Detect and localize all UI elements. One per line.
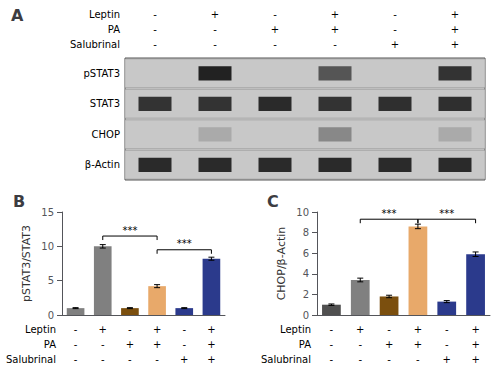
svg-text:+: + xyxy=(211,9,219,20)
svg-text:+: + xyxy=(331,9,339,20)
svg-text:B: B xyxy=(13,192,25,211)
svg-text:-: - xyxy=(358,339,362,350)
svg-text:+: + xyxy=(414,339,422,350)
svg-text:2: 2 xyxy=(303,289,309,300)
svg-text:-: - xyxy=(155,354,159,365)
svg-text:PA: PA xyxy=(108,24,120,35)
svg-text:-: - xyxy=(128,354,132,365)
svg-text:-: - xyxy=(393,24,397,35)
svg-text:10: 10 xyxy=(296,207,309,218)
svg-text:pSTAT3/STAT3: pSTAT3/STAT3 xyxy=(20,225,33,302)
svg-text:***: *** xyxy=(177,238,192,249)
svg-text:+: + xyxy=(471,324,479,335)
svg-text:PA: PA xyxy=(44,339,56,350)
svg-text:-: - xyxy=(153,24,157,35)
svg-text:-: - xyxy=(182,339,186,350)
svg-text:10: 10 xyxy=(41,241,54,252)
svg-text:0: 0 xyxy=(303,310,309,321)
svg-text:Salubrinal: Salubrinal xyxy=(6,354,56,365)
svg-text:4: 4 xyxy=(303,268,309,279)
svg-text:5: 5 xyxy=(48,275,54,286)
svg-text:CHOP: CHOP xyxy=(92,129,120,140)
svg-text:-: - xyxy=(153,39,157,50)
svg-text:+: + xyxy=(153,324,161,335)
svg-text:***: *** xyxy=(122,225,137,236)
svg-text:-: - xyxy=(393,9,397,20)
svg-text:-: - xyxy=(128,324,132,335)
svg-text:-: - xyxy=(182,324,186,335)
svg-text:-: - xyxy=(213,39,217,50)
svg-text:+: + xyxy=(385,339,393,350)
svg-text:-: - xyxy=(74,324,78,335)
svg-text:Leptin: Leptin xyxy=(280,324,311,335)
svg-text:+: + xyxy=(331,24,339,35)
svg-text:+: + xyxy=(471,339,479,350)
svg-text:+: + xyxy=(414,324,422,335)
svg-text:-: - xyxy=(101,354,105,365)
svg-text:-: - xyxy=(101,339,105,350)
svg-text:8: 8 xyxy=(303,227,309,238)
svg-text:+: + xyxy=(180,354,188,365)
svg-text:***: *** xyxy=(382,208,397,219)
svg-text:-: - xyxy=(387,324,391,335)
svg-text:+: + xyxy=(451,24,459,35)
svg-text:0: 0 xyxy=(48,310,54,321)
svg-text:15: 15 xyxy=(41,207,54,218)
svg-text:+: + xyxy=(153,339,161,350)
svg-text:pSTAT3: pSTAT3 xyxy=(83,68,120,79)
svg-text:+: + xyxy=(126,339,134,350)
svg-text:-: - xyxy=(333,39,337,50)
svg-text:-: - xyxy=(445,339,449,350)
svg-text:+: + xyxy=(391,39,399,50)
svg-text:+: + xyxy=(207,354,215,365)
svg-text:CHOP/β-Actin: CHOP/β-Actin xyxy=(275,227,288,301)
svg-text:6: 6 xyxy=(303,248,309,259)
svg-text:+: + xyxy=(451,9,459,20)
svg-text:Leptin: Leptin xyxy=(89,9,120,20)
svg-text:-: - xyxy=(358,354,362,365)
svg-text:-: - xyxy=(273,9,277,20)
svg-text:+: + xyxy=(207,324,215,335)
svg-text:PA: PA xyxy=(299,339,311,350)
svg-text:-: - xyxy=(445,324,449,335)
svg-text:+: + xyxy=(271,24,279,35)
svg-text:-: - xyxy=(74,354,78,365)
svg-text:Salubrinal: Salubrinal xyxy=(70,39,120,50)
svg-text:-: - xyxy=(273,39,277,50)
svg-text:A: A xyxy=(11,6,24,25)
svg-text:-: - xyxy=(153,9,157,20)
svg-text:STAT3: STAT3 xyxy=(90,98,120,109)
svg-text:β-Actin: β-Actin xyxy=(85,159,120,170)
svg-text:-: - xyxy=(387,354,391,365)
svg-text:***: *** xyxy=(439,208,454,219)
svg-text:+: + xyxy=(99,324,107,335)
svg-text:+: + xyxy=(471,354,479,365)
svg-text:C: C xyxy=(267,192,279,211)
svg-text:+: + xyxy=(207,339,215,350)
svg-text:-: - xyxy=(330,324,334,335)
svg-text:+: + xyxy=(443,354,451,365)
svg-text:Leptin: Leptin xyxy=(25,324,56,335)
svg-text:-: - xyxy=(330,339,334,350)
svg-text:-: - xyxy=(416,354,420,365)
svg-text:-: - xyxy=(74,339,78,350)
svg-text:-: - xyxy=(213,24,217,35)
svg-text:-: - xyxy=(330,354,334,365)
svg-text:+: + xyxy=(356,324,364,335)
svg-text:Salubrinal: Salubrinal xyxy=(261,354,311,365)
svg-text:+: + xyxy=(451,39,459,50)
